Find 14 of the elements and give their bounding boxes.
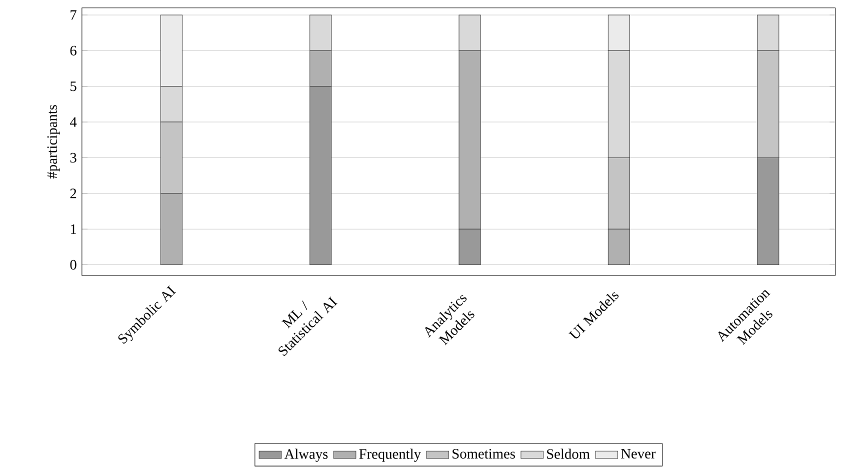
y-tick-label: 2 (70, 188, 76, 198)
y-tick-label: 4 (70, 117, 77, 127)
y-tick-label: 6 (70, 46, 76, 56)
legend-label: Never (621, 448, 656, 458)
legend-label: Frequently (359, 448, 421, 462)
y-axis-title: #participants (47, 104, 60, 178)
legend-label: Always (284, 448, 328, 462)
y-tick-label: 1 (70, 224, 76, 234)
y-tick-label: 0 (70, 260, 76, 270)
y-tick-label: 5 (70, 81, 76, 92)
legend-label: Sometimes (452, 448, 515, 458)
y-tick-label: 7 (70, 10, 76, 20)
legend-label: Seldom (547, 448, 590, 459)
y-tick-label: 3 (70, 152, 76, 162)
